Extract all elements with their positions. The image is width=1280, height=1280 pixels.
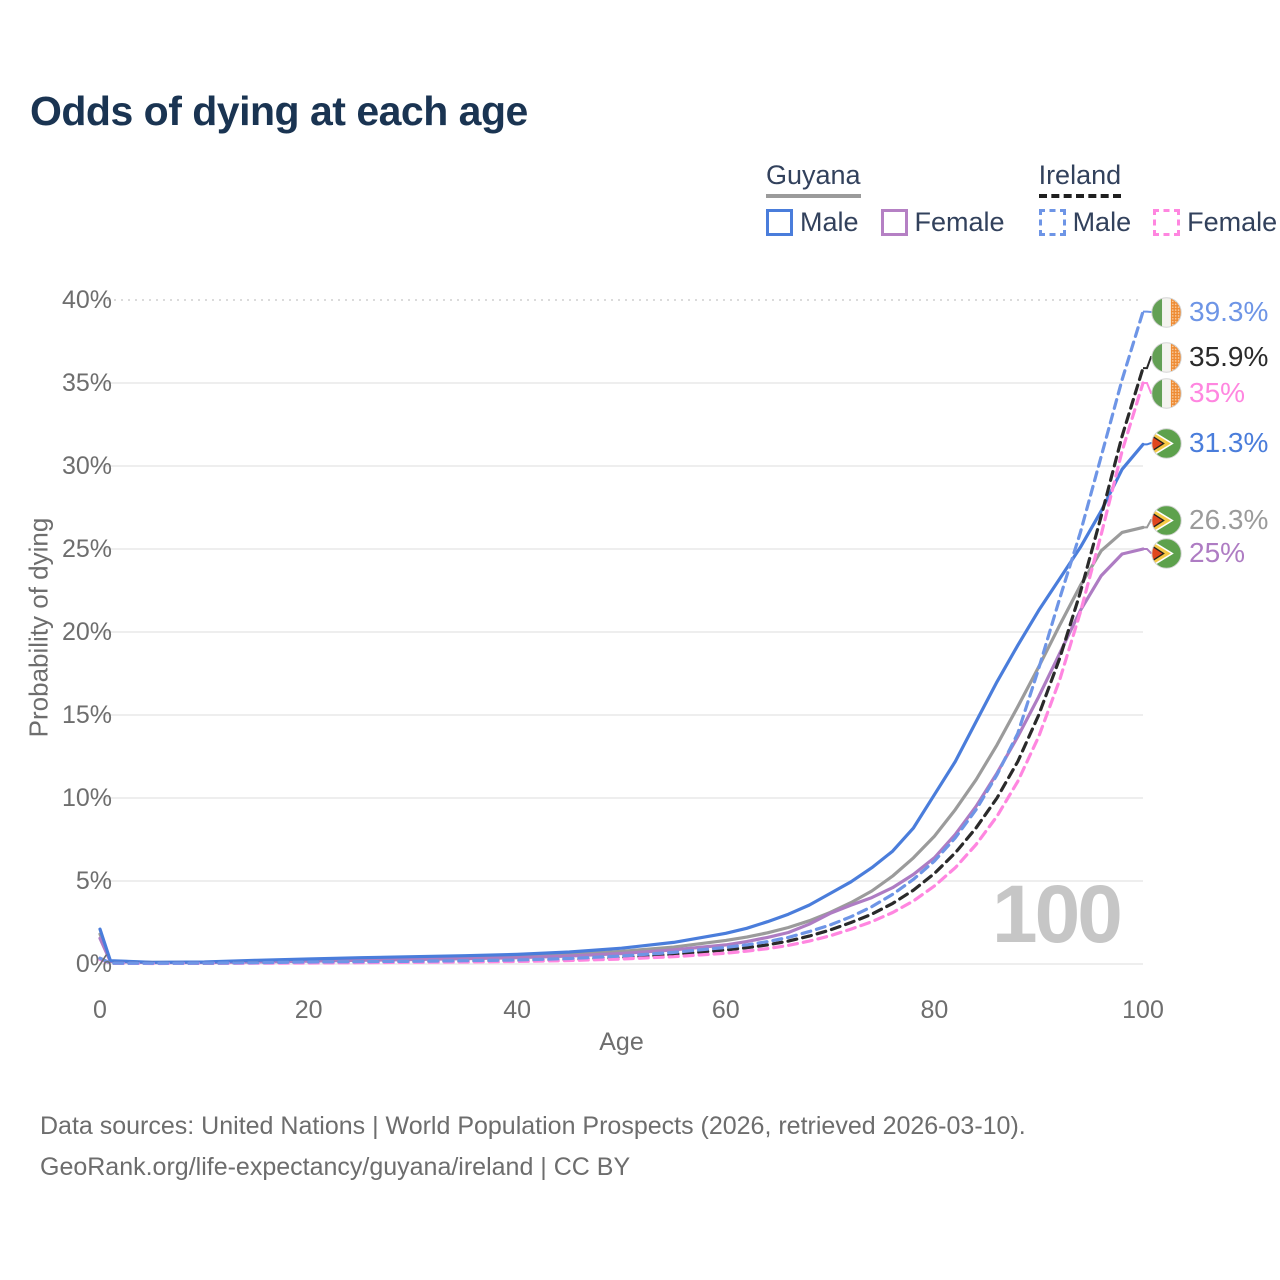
x-tick-100: 100	[1122, 996, 1164, 1024]
y-tick-35%: 35%	[61, 369, 112, 397]
series-line-ireland-male	[98, 310, 1145, 965]
x-tick-40: 40	[503, 996, 532, 1024]
legend-swatch	[1038, 209, 1066, 236]
legend-swatch	[766, 209, 793, 236]
series-line-guyana-female	[98, 547, 1145, 965]
guyana-flag-icon	[1151, 504, 1182, 536]
y-tick-20%: 20%	[61, 618, 112, 646]
legend-item-ireland-male: Male	[1038, 207, 1132, 238]
end-label-value: 26.3%	[1189, 504, 1269, 535]
legend-group-label: Guyana	[766, 160, 861, 198]
end-label-guyana-male: 31.3%	[1151, 426, 1268, 460]
legend-item-label: Male	[1072, 207, 1132, 237]
series-line-ireland-total	[98, 366, 1145, 965]
legend-item-ireland-female: Female	[1153, 207, 1277, 238]
x-tick-20: 20	[294, 996, 323, 1024]
legend-swatch	[1153, 209, 1181, 236]
series-line-ireland-female	[98, 381, 1145, 966]
x-axis-title: Age	[599, 1028, 644, 1056]
legend-item-guyana-female: Female	[880, 207, 1005, 238]
legend: Guyana Male Female Ireland Male Female	[766, 160, 1277, 238]
y-tick-10%: 10%	[61, 784, 112, 812]
end-label-value: 35.9%	[1189, 341, 1269, 372]
end-label-value: 39.3%	[1189, 296, 1269, 327]
ireland-flag-icon	[1151, 341, 1182, 373]
y-tick-30%: 30%	[61, 452, 112, 480]
ireland-flag-icon	[1151, 296, 1182, 328]
end-label-value: 35%	[1189, 377, 1246, 408]
y-tick-25%: 25%	[61, 535, 112, 563]
age-counter: 100	[992, 869, 1123, 960]
footer-sources: Data sources: United Nations | World Pop…	[40, 1112, 1026, 1140]
ireland-flag-icon	[1151, 377, 1182, 409]
legend-group-ireland: Ireland Male Female	[1038, 160, 1277, 238]
end-label-ireland-male: 39.3%	[1151, 295, 1268, 329]
guyana-flag-icon	[1151, 427, 1182, 459]
end-label-guyana-female: 25%	[1151, 536, 1245, 570]
end-label-ireland-female: 35%	[1151, 376, 1245, 410]
x-tick-0: 0	[93, 996, 107, 1024]
end-label-value: 25%	[1189, 537, 1246, 568]
y-tick-15%: 15%	[61, 701, 112, 729]
legend-swatch	[880, 209, 908, 236]
legend-item-label: Male	[800, 207, 859, 237]
end-label-ireland-total: 35.9%	[1151, 340, 1268, 374]
x-tick-60: 60	[711, 996, 740, 1024]
legend-item-guyana-male: Male	[766, 207, 859, 238]
legend-item-label: Female	[1187, 207, 1278, 237]
footer: Data sources: United Nations | World Pop…	[40, 1106, 1026, 1188]
x-tick-80: 80	[920, 996, 949, 1024]
footer-url: GeoRank.org/life-expectancy/guyana/irela…	[40, 1153, 631, 1181]
series-line-guyana-total	[98, 525, 1145, 965]
guyana-flag-icon	[1151, 537, 1182, 569]
legend-group-label: Ireland	[1038, 160, 1122, 198]
legend-item-label: Female	[914, 207, 1005, 237]
end-label-guyana-total: 26.3%	[1151, 503, 1268, 537]
series-line-guyana-male	[98, 442, 1145, 964]
chart-title: Odds of dying at each age	[30, 88, 528, 134]
end-label-value: 31.3%	[1189, 427, 1269, 458]
legend-group-guyana: Guyana Male Female	[766, 160, 1005, 238]
y-tick-0%: 0%	[75, 950, 112, 978]
y-tick-40%: 40%	[61, 286, 112, 314]
y-tick-5%: 5%	[75, 867, 112, 895]
